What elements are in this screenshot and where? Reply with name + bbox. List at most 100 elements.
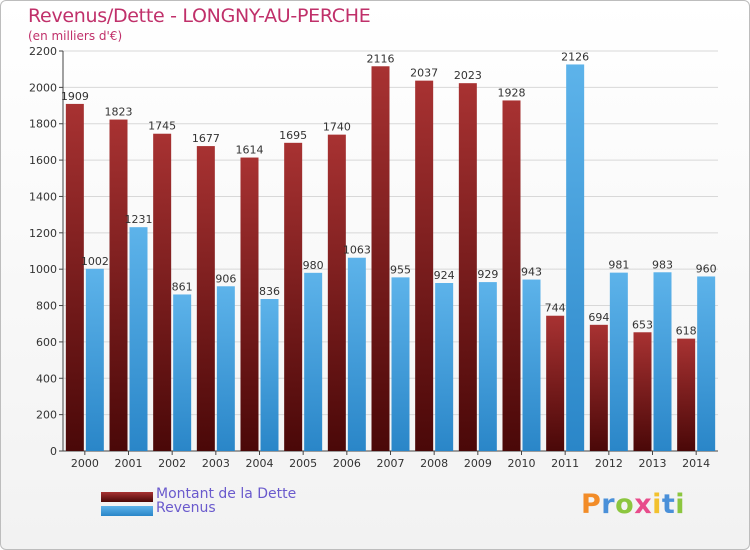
bar-dette xyxy=(196,146,215,451)
legend-swatch-dette xyxy=(101,492,153,502)
x-tick-label: 2000 xyxy=(71,457,99,470)
logo-letter: P xyxy=(581,489,602,520)
data-label-revenus: 836 xyxy=(259,285,280,298)
legend-label-dette: Montant de la Dette xyxy=(156,486,297,502)
bar-revenus xyxy=(697,276,716,451)
bar-revenus xyxy=(566,64,585,452)
x-tick-label: 2010 xyxy=(508,457,536,470)
legend-swatch-revenus xyxy=(101,506,153,516)
y-tick-label: 1600 xyxy=(29,154,57,167)
bar-dette xyxy=(415,80,434,452)
bar-revenus xyxy=(609,272,628,451)
bar-dette xyxy=(458,83,477,451)
x-tick-label: 2007 xyxy=(377,457,405,470)
x-tick-label: 2005 xyxy=(289,457,317,470)
bar-dette xyxy=(677,338,696,451)
x-tick-label: 2013 xyxy=(639,457,667,470)
data-label-dette: 744 xyxy=(545,302,566,315)
data-label-revenus: 1002 xyxy=(81,255,109,268)
data-label-revenus: 983 xyxy=(652,258,673,271)
y-tick-label: 1400 xyxy=(29,190,57,203)
x-tick-label: 2008 xyxy=(420,457,448,470)
bar-dette xyxy=(284,142,303,451)
bar-dette xyxy=(546,315,565,451)
data-label-revenus: 1231 xyxy=(125,213,153,226)
data-label-dette: 2023 xyxy=(454,69,482,82)
bar-revenus xyxy=(304,272,323,451)
bar-revenus xyxy=(653,272,672,451)
bar-dette xyxy=(327,134,346,452)
data-label-dette: 694 xyxy=(588,311,609,324)
proxiti-logo: Proxiti xyxy=(581,489,685,520)
bar-revenus xyxy=(478,282,497,451)
x-tick-label: 2006 xyxy=(333,457,361,470)
bar-revenus xyxy=(347,257,366,451)
x-tick-label: 2014 xyxy=(682,457,710,470)
y-tick-label: 600 xyxy=(36,336,57,349)
y-tick-label: 2000 xyxy=(29,81,57,94)
data-label-revenus: 906 xyxy=(215,272,236,285)
data-label-dette: 1823 xyxy=(105,106,133,119)
y-tick-label: 0 xyxy=(50,445,57,458)
y-tick-label: 1200 xyxy=(29,227,57,240)
bar-revenus xyxy=(260,299,279,451)
x-tick-label: 2004 xyxy=(246,457,274,470)
bar-revenus xyxy=(129,227,148,451)
bar-dette xyxy=(109,119,128,451)
y-tick-label: 200 xyxy=(36,409,57,422)
y-tick-label: 400 xyxy=(36,372,57,385)
x-tick-label: 2003 xyxy=(202,457,230,470)
data-label-revenus: 2126 xyxy=(561,50,589,63)
data-label-dette: 618 xyxy=(676,325,697,338)
logo-letter: r xyxy=(601,489,616,520)
bar-revenus xyxy=(173,294,192,451)
logo-letter: i xyxy=(675,489,686,520)
bar-dette xyxy=(589,324,608,451)
data-label-revenus: 980 xyxy=(303,259,324,272)
y-tick-label: 2200 xyxy=(29,45,57,58)
data-label-dette: 1909 xyxy=(61,90,89,103)
data-label-dette: 2037 xyxy=(410,67,438,80)
bar-revenus xyxy=(391,277,410,451)
data-label-dette: 1928 xyxy=(498,86,526,99)
legend-label-revenus: Revenus xyxy=(156,500,216,516)
bar-revenus xyxy=(85,268,104,451)
x-tick-label: 2012 xyxy=(595,457,623,470)
logo-letter: o xyxy=(615,489,635,520)
data-label-revenus: 955 xyxy=(390,263,411,276)
bar-dette xyxy=(633,332,652,451)
data-label-dette: 2116 xyxy=(367,52,395,65)
x-tick-label: 2001 xyxy=(115,457,143,470)
bar-revenus xyxy=(216,286,235,451)
y-tick-label: 1800 xyxy=(29,118,57,131)
data-label-revenus: 861 xyxy=(172,280,193,293)
data-label-dette: 1614 xyxy=(236,144,264,157)
bar-dette xyxy=(371,66,390,451)
data-label-dette: 1695 xyxy=(279,129,307,142)
y-tick-label: 800 xyxy=(36,300,57,313)
data-label-dette: 653 xyxy=(632,318,653,331)
data-label-dette: 1677 xyxy=(192,132,220,145)
x-tick-label: 2002 xyxy=(158,457,186,470)
logo-letter: t xyxy=(661,489,676,520)
data-label-revenus: 981 xyxy=(608,259,629,272)
data-label-dette: 1745 xyxy=(148,120,176,133)
bar-dette xyxy=(502,100,521,452)
bar-revenus xyxy=(435,283,454,451)
y-tick-label: 1000 xyxy=(29,263,57,276)
data-label-revenus: 943 xyxy=(521,266,542,279)
logo-letter: i xyxy=(652,489,662,520)
bar-dette xyxy=(240,157,259,451)
x-tick-label: 2009 xyxy=(464,457,492,470)
data-label-revenus: 924 xyxy=(434,269,455,282)
chart-title: Revenus/Dette - LONGNY-AU-PERCHE xyxy=(28,5,371,27)
data-label-revenus: 960 xyxy=(696,262,717,275)
bar-dette xyxy=(65,103,84,451)
data-label-dette: 1740 xyxy=(323,121,351,134)
bar-dette xyxy=(153,133,172,451)
data-label-revenus: 1063 xyxy=(343,244,371,257)
data-label-revenus: 929 xyxy=(477,268,498,281)
bar-revenus xyxy=(522,279,541,451)
